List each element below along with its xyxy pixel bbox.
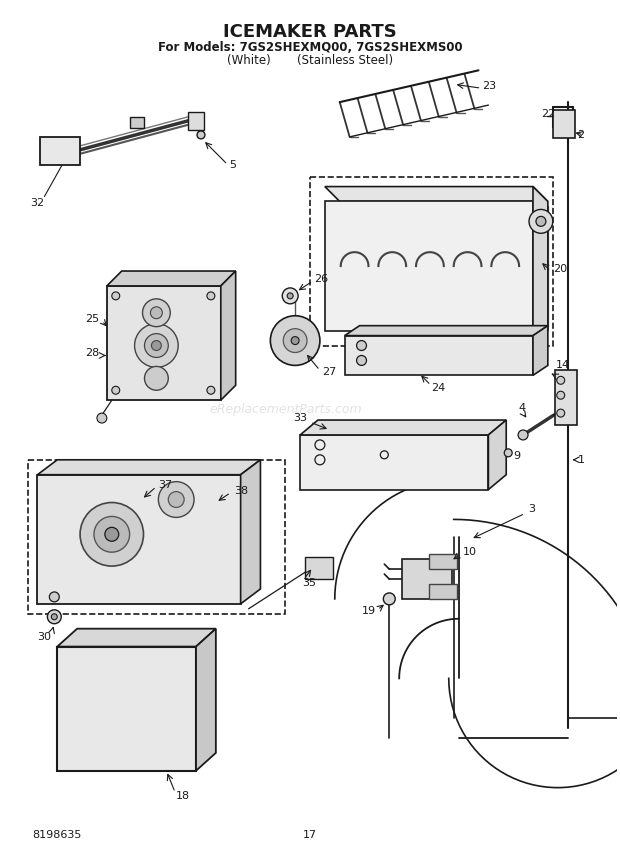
Circle shape (287, 293, 293, 299)
Circle shape (207, 386, 215, 395)
Polygon shape (345, 325, 548, 336)
Circle shape (51, 614, 57, 620)
Circle shape (135, 324, 178, 367)
Circle shape (50, 592, 60, 602)
Circle shape (168, 491, 184, 508)
Polygon shape (345, 336, 533, 375)
Bar (310, 176, 553, 346)
Bar (553, 110, 575, 138)
Text: 10: 10 (463, 547, 477, 557)
Circle shape (356, 341, 366, 350)
Bar (305, 557, 333, 579)
Text: 32: 32 (30, 199, 45, 209)
Text: 25: 25 (85, 313, 99, 324)
Text: 3: 3 (528, 504, 535, 514)
Bar (57, 646, 196, 770)
Circle shape (158, 482, 194, 517)
Text: 27: 27 (322, 367, 336, 377)
Text: 20: 20 (553, 264, 567, 274)
Circle shape (536, 217, 546, 226)
Circle shape (151, 341, 161, 350)
Polygon shape (300, 420, 506, 435)
Polygon shape (533, 325, 548, 375)
Bar (429, 554, 457, 569)
Polygon shape (107, 271, 236, 286)
Bar (555, 371, 577, 425)
Text: 4: 4 (518, 403, 525, 413)
Text: ICEMAKER PARTS: ICEMAKER PARTS (223, 22, 397, 40)
Bar (325, 201, 533, 330)
Bar (27, 460, 285, 614)
Circle shape (291, 336, 299, 345)
Circle shape (270, 316, 320, 366)
Circle shape (97, 413, 107, 423)
Text: 38: 38 (234, 485, 248, 496)
Circle shape (143, 299, 170, 327)
Text: 14: 14 (556, 360, 570, 371)
Text: 35: 35 (302, 578, 316, 588)
Text: 22: 22 (541, 109, 555, 119)
Circle shape (557, 409, 565, 417)
Circle shape (504, 449, 512, 457)
Polygon shape (300, 435, 489, 490)
Text: 28: 28 (85, 348, 99, 359)
Text: 37: 37 (158, 479, 172, 490)
Text: 19: 19 (361, 606, 376, 615)
Circle shape (282, 288, 298, 304)
Text: 18: 18 (176, 791, 190, 800)
Text: 17: 17 (303, 830, 317, 841)
Circle shape (47, 609, 61, 624)
Text: 2: 2 (578, 130, 585, 140)
Text: 5: 5 (229, 160, 236, 169)
Text: 1: 1 (578, 455, 585, 465)
Circle shape (112, 292, 120, 300)
Polygon shape (325, 187, 548, 201)
Circle shape (557, 391, 565, 399)
Circle shape (383, 593, 395, 605)
Circle shape (197, 131, 205, 139)
Circle shape (80, 502, 143, 566)
Text: (White)       (Stainless Steel): (White) (Stainless Steel) (227, 55, 393, 68)
Circle shape (518, 430, 528, 440)
Circle shape (207, 292, 215, 300)
Text: 23: 23 (482, 81, 497, 92)
Circle shape (151, 306, 162, 318)
Polygon shape (489, 420, 506, 490)
Polygon shape (57, 628, 216, 646)
Text: 9: 9 (513, 451, 520, 461)
Text: 26: 26 (314, 274, 328, 284)
Circle shape (356, 355, 366, 366)
Circle shape (283, 329, 307, 353)
Bar (402, 559, 452, 599)
Bar (107, 286, 221, 401)
Circle shape (529, 210, 553, 234)
Text: 24: 24 (431, 383, 445, 393)
Circle shape (144, 334, 168, 358)
Polygon shape (37, 460, 260, 475)
Polygon shape (533, 187, 548, 330)
Text: 8198635: 8198635 (32, 830, 82, 841)
Polygon shape (241, 460, 260, 603)
Bar (429, 584, 457, 599)
Text: eReplacementParts.com: eReplacementParts.com (209, 403, 361, 416)
Circle shape (94, 516, 130, 552)
Text: 33: 33 (293, 413, 307, 423)
Text: For Models: 7GS2SHEXMQ00, 7GS2SHEXMS00: For Models: 7GS2SHEXMQ00, 7GS2SHEXMS00 (157, 40, 463, 54)
Polygon shape (196, 628, 216, 770)
Bar (130, 117, 143, 128)
Polygon shape (221, 271, 236, 401)
Polygon shape (37, 475, 241, 603)
Bar (40, 137, 80, 164)
Bar (188, 112, 204, 130)
Circle shape (105, 527, 118, 541)
Text: 30: 30 (37, 632, 51, 642)
Circle shape (112, 386, 120, 395)
Circle shape (144, 366, 168, 390)
Circle shape (557, 377, 565, 384)
